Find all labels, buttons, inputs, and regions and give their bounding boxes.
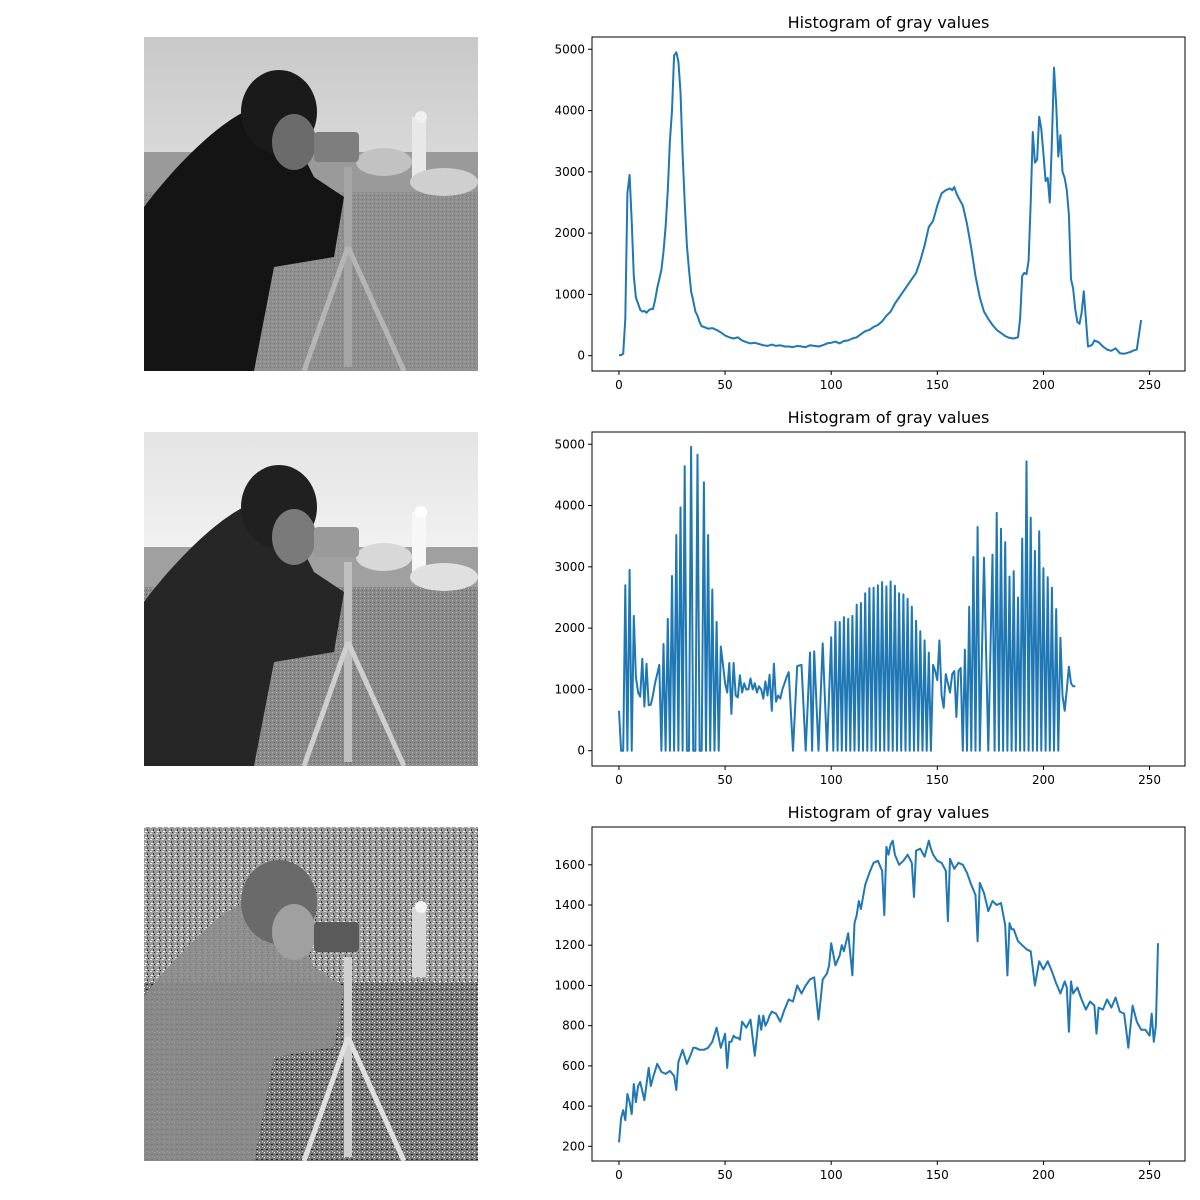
y-tick-label: 800 [562,1019,585,1033]
y-tick-label: 1400 [554,898,585,912]
x-tick-label: 150 [926,378,949,392]
y-tick-label: 4000 [554,104,585,118]
plot-frame [591,431,1186,767]
x-tick-label: 200 [1032,773,1055,787]
cameraman-photo-equalized [144,432,478,766]
y-tick-label: 3000 [554,560,585,574]
histogram-chart-2: Histogram of gray values 0 50 100 150 200 250 0… [540,395,1200,790]
y-tick-label: 0 [577,744,585,758]
x-tick-label: 150 [926,773,949,787]
histogram-line [618,839,1159,1143]
x-tick-label: 0 [615,378,623,392]
x-tick-label: 50 [717,378,732,392]
equalized-cameraman-image [144,432,478,766]
chart-title: Histogram of gray values [788,803,990,822]
x-tick-label: 250 [1138,1168,1161,1182]
y-tick-label: 600 [562,1059,585,1073]
y-tick-label: 5000 [554,42,585,56]
chart-title: Histogram of gray values [788,13,990,32]
histogram-chart-3: Histogram of gray values 0 50 100 150 200 250 2… [540,790,1200,1185]
x-tick-label: 100 [820,773,843,787]
x-tick-label: 250 [1138,773,1161,787]
histogram-line [619,51,1143,357]
x-tick-label: 200 [1032,1168,1055,1182]
y-tick-label: 1600 [554,858,585,872]
y-tick-label: 2000 [554,226,585,240]
y-tick-label: 1000 [554,287,585,301]
histogram-chart-1: Histogram of gray values 0 50 100 150 200 250 0… [540,0,1200,395]
y-tick-label: 1000 [554,978,585,992]
y-tick-label: 0 [577,349,585,363]
x-tick-label: 0 [615,773,623,787]
x-tick-label: 100 [820,378,843,392]
original-cameraman-image [144,37,478,371]
chart-title: Histogram of gray values [788,408,990,427]
y-tick-label: 1000 [554,682,585,696]
histogram-line [618,445,1076,752]
y-tick-label: 1200 [554,938,585,952]
plot-frame [591,826,1186,1162]
clahe-cameraman-image [144,827,478,1161]
plot-frame [591,36,1186,372]
x-tick-label: 50 [717,1168,732,1182]
x-tick-label: 250 [1138,378,1161,392]
x-tick-label: 100 [820,1168,843,1182]
y-tick-label: 5000 [554,437,585,451]
x-tick-label: 0 [615,1168,623,1182]
x-tick-label: 50 [717,773,732,787]
cameraman-photo-clahe [144,827,478,1161]
y-tick-label: 3000 [554,165,585,179]
y-tick-label: 200 [562,1139,585,1153]
y-tick-label: 2000 [554,621,585,635]
cameraman-photo-original [144,37,478,371]
x-tick-label: 200 [1032,378,1055,392]
x-tick-label: 150 [926,1168,949,1182]
y-tick-label: 400 [562,1099,585,1113]
y-tick-label: 4000 [554,499,585,513]
